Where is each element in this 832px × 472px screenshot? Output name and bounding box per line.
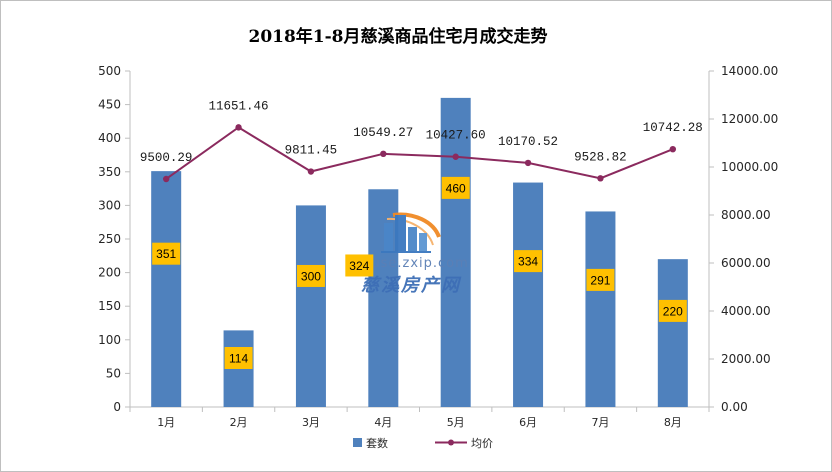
x-axis-label: 2月 (230, 416, 248, 429)
x-axis-category-labels: 1月 2月 3月 4月 5月 6月 7月 8月 (157, 416, 682, 429)
avg-price-line-path (165, 126, 674, 180)
bar-counts-7 (585, 211, 616, 407)
avg-price-label: 10549.27 (353, 126, 413, 140)
bar-counts-3 (295, 205, 326, 407)
right-axis-tick-label: 2000.00 (721, 352, 771, 366)
legend: 套数 均价 (353, 437, 493, 450)
left-axis-tick-label: 50 (106, 366, 121, 380)
avg-price-label: 10427.60 (426, 129, 486, 143)
avg-price-label: 9500.29 (140, 151, 193, 165)
x-axis-label: 8月 (664, 416, 682, 429)
bar-label-value: 460 (446, 181, 466, 195)
watermark-url: house.zxip.com (353, 256, 469, 271)
avg-price-point-3 (307, 168, 315, 175)
right-axis-tick-label: 10000.00 (721, 160, 778, 174)
avg-price-label: 11651.46 (209, 99, 269, 113)
bar-label-box (345, 254, 374, 277)
avg-price-point-7 (597, 175, 604, 182)
bar-label-value: 300 (301, 269, 321, 283)
line-series-avg-price (162, 124, 677, 183)
bar-series-counts (151, 97, 688, 407)
x-axis-label: 5月 (447, 416, 465, 429)
right-axis-tick-label: 12000.00 (721, 112, 778, 126)
bar-data-labels: 351 114 300 324 460 334 291 220 (152, 176, 687, 369)
avg-price-label: 10170.52 (498, 135, 558, 149)
bar-counts-1 (151, 171, 182, 407)
bar-label-box (441, 176, 470, 199)
bar-label-box (586, 268, 615, 291)
avg-price-label: 9811.45 (285, 144, 338, 158)
x-axis-label: 6月 (519, 416, 537, 429)
bar-label-box (224, 347, 253, 369)
avg-price-point-2 (235, 124, 242, 131)
chart-title: 2018年1-8月慈溪商品住宅月成交走势 (248, 26, 547, 47)
bar-label-value: 334 (518, 255, 538, 269)
avg-price-point-4 (380, 150, 387, 158)
line-data-labels: 9500.29 11651.46 9811.45 10549.27 10427.60 10… (140, 99, 703, 165)
bar-label-value: 351 (156, 247, 176, 261)
bar-counts-5 (440, 97, 471, 407)
bar-counts-4 (368, 189, 399, 407)
bar-label-value: 291 (590, 273, 610, 287)
bar-counts-6 (513, 182, 544, 407)
left-axis-ticks: 0 50 100 150 200 250 300 350 400 450 500 (98, 64, 130, 414)
right-axis-tick-label: 14000.00 (721, 64, 778, 78)
right-axis-tick-label: 6000.00 (721, 256, 771, 270)
avg-price-point-5 (452, 153, 459, 160)
left-axis-tick-label: 350 (98, 165, 121, 179)
bar-label-box (658, 299, 687, 322)
left-axis-tick-label: 500 (98, 64, 121, 78)
x-axis-label: 4月 (374, 416, 392, 429)
bar-label-value: 114 (229, 352, 248, 366)
legend-label-avg-price: 均价 (471, 437, 493, 450)
legend-swatch-avg-price-marker (448, 439, 454, 446)
watermark-site-name: 慈溪房产网 (361, 275, 462, 296)
avg-price-point-1 (162, 175, 170, 183)
bar-label-box (152, 242, 181, 265)
bar-label-value: 220 (663, 304, 683, 318)
right-axis-ticks: 0.00 2000.00 4000.00 6000.00 8000.00 10000.00… (709, 64, 778, 414)
right-axis-tick-label: 0.00 (721, 400, 748, 414)
x-axis-label: 7月 (591, 416, 609, 429)
x-axis-label: 1月 (157, 416, 175, 429)
bar-label-box (296, 264, 325, 287)
bar-counts-8 (657, 259, 688, 407)
left-axis-tick-label: 450 (98, 98, 121, 112)
legend-swatch-counts (353, 438, 362, 447)
left-axis-tick-label: 400 (98, 131, 121, 145)
avg-price-label: 9528.82 (574, 150, 627, 164)
left-axis-tick-label: 100 (98, 333, 121, 347)
legend-label-counts: 套数 (366, 437, 388, 450)
left-axis-tick-label: 0 (113, 400, 121, 414)
avg-price-label: 10742.28 (643, 121, 703, 135)
avg-price-point-8 (669, 145, 677, 153)
left-axis-tick-label: 200 (98, 266, 121, 280)
left-axis-tick-label: 300 (98, 198, 121, 212)
building-icon (381, 212, 441, 253)
left-axis-tick-label: 250 (98, 232, 121, 246)
right-axis-tick-label: 4000.00 (721, 304, 771, 318)
right-axis-tick-label: 8000.00 (721, 208, 771, 222)
bar-label-value: 324 (349, 259, 369, 273)
watermark-logo: house.zxip.com 慈溪房产网 (353, 212, 469, 296)
left-axis-tick-label: 150 (98, 299, 121, 313)
avg-price-point-6 (524, 159, 532, 167)
x-axis-label: 3月 (302, 416, 320, 429)
bar-label-box (514, 250, 543, 273)
